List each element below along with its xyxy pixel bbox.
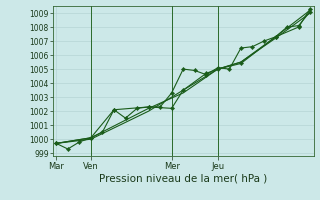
X-axis label: Pression niveau de la mer( hPa ): Pression niveau de la mer( hPa )	[99, 173, 267, 183]
